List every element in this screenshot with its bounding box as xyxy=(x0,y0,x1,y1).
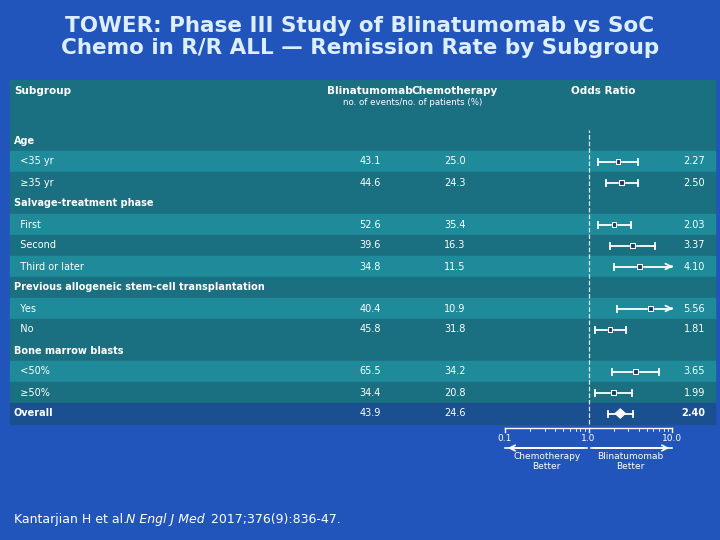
Bar xyxy=(616,159,621,164)
Text: 2.03: 2.03 xyxy=(683,219,705,230)
Text: 3.65: 3.65 xyxy=(683,367,705,376)
Text: 10.0: 10.0 xyxy=(662,434,682,443)
Text: 2.40: 2.40 xyxy=(681,408,705,418)
Text: N Engl J Med: N Engl J Med xyxy=(126,513,204,526)
Bar xyxy=(10,277,715,298)
Bar xyxy=(608,327,612,332)
Bar xyxy=(637,264,642,269)
Bar xyxy=(10,319,715,340)
Text: Chemotherapy
Better: Chemotherapy Better xyxy=(513,452,580,471)
Text: <50%: <50% xyxy=(14,367,50,376)
Text: 2017;376(9):836-47.: 2017;376(9):836-47. xyxy=(207,513,341,526)
Bar xyxy=(10,214,715,235)
Text: 0.1: 0.1 xyxy=(498,434,512,443)
Text: 11.5: 11.5 xyxy=(444,261,466,272)
Text: 16.3: 16.3 xyxy=(444,240,466,251)
Bar xyxy=(612,222,616,227)
Text: 45.8: 45.8 xyxy=(359,325,381,334)
Bar xyxy=(10,172,715,193)
Text: Salvage-treatment phase: Salvage-treatment phase xyxy=(14,199,153,208)
Bar xyxy=(10,361,715,382)
Bar xyxy=(649,306,653,310)
Bar xyxy=(10,151,715,172)
Bar xyxy=(10,80,715,130)
Bar xyxy=(10,298,715,319)
Text: Previous allogeneic stem-cell transplantation: Previous allogeneic stem-cell transplant… xyxy=(14,282,265,293)
Bar xyxy=(619,180,624,185)
Polygon shape xyxy=(616,409,625,418)
Text: 1.99: 1.99 xyxy=(683,388,705,397)
Bar xyxy=(10,340,715,361)
Bar xyxy=(608,327,612,332)
Text: 1.81: 1.81 xyxy=(683,325,705,334)
Text: First: First xyxy=(14,219,41,230)
Bar xyxy=(10,256,715,277)
Text: ≥50%: ≥50% xyxy=(14,388,50,397)
Text: Third or later: Third or later xyxy=(14,261,84,272)
Bar xyxy=(10,382,715,403)
Text: Kantarjian H et al.: Kantarjian H et al. xyxy=(14,513,131,526)
Bar xyxy=(630,243,635,248)
Bar xyxy=(616,159,621,164)
Text: 2.50: 2.50 xyxy=(683,178,705,187)
Bar xyxy=(612,222,616,227)
Text: <35 yr: <35 yr xyxy=(14,157,53,166)
Bar xyxy=(10,193,715,214)
Bar xyxy=(637,264,642,269)
Text: 31.8: 31.8 xyxy=(444,325,466,334)
Text: 3.37: 3.37 xyxy=(683,240,705,251)
Text: Subgroup: Subgroup xyxy=(14,86,71,96)
Text: 24.3: 24.3 xyxy=(444,178,466,187)
Text: Overall: Overall xyxy=(14,408,53,418)
Text: Blinatumomab: Blinatumomab xyxy=(327,86,413,96)
Text: Chemotherapy: Chemotherapy xyxy=(412,86,498,96)
Text: TOWER: Phase III Study of Blinatumomab vs SoC: TOWER: Phase III Study of Blinatumomab v… xyxy=(66,16,654,36)
Text: 34.2: 34.2 xyxy=(444,367,466,376)
Text: Yes: Yes xyxy=(14,303,36,314)
Bar xyxy=(611,390,616,395)
Text: 39.6: 39.6 xyxy=(359,240,381,251)
Text: 44.6: 44.6 xyxy=(359,178,381,187)
Text: 34.8: 34.8 xyxy=(359,261,381,272)
Text: ≥35 yr: ≥35 yr xyxy=(14,178,53,187)
Text: no. of events/no. of patients (%): no. of events/no. of patients (%) xyxy=(343,98,482,107)
Text: 20.8: 20.8 xyxy=(444,388,466,397)
Text: 25.0: 25.0 xyxy=(444,157,466,166)
Text: No: No xyxy=(14,325,34,334)
Text: 5.56: 5.56 xyxy=(683,303,705,314)
Bar xyxy=(633,369,638,374)
Bar xyxy=(649,306,653,310)
Text: 10.9: 10.9 xyxy=(444,303,466,314)
Text: 40.4: 40.4 xyxy=(359,303,381,314)
Bar xyxy=(633,369,638,374)
Bar xyxy=(630,243,635,248)
Bar xyxy=(10,403,715,424)
Text: Second: Second xyxy=(14,240,56,251)
Text: 65.5: 65.5 xyxy=(359,367,381,376)
Text: Chemo in R/R ALL — Remission Rate by Subgroup: Chemo in R/R ALL — Remission Rate by Sub… xyxy=(61,38,659,58)
Text: 24.6: 24.6 xyxy=(444,408,466,418)
Text: 52.6: 52.6 xyxy=(359,219,381,230)
Text: Bone marrow blasts: Bone marrow blasts xyxy=(14,346,124,355)
Text: 43.9: 43.9 xyxy=(359,408,381,418)
Text: 4.10: 4.10 xyxy=(683,261,705,272)
Text: Odds Ratio: Odds Ratio xyxy=(571,86,636,96)
Text: 43.1: 43.1 xyxy=(359,157,381,166)
Bar xyxy=(10,235,715,256)
Bar xyxy=(619,180,624,185)
Text: 1.0: 1.0 xyxy=(581,434,595,443)
Text: Age: Age xyxy=(14,136,35,145)
Bar xyxy=(10,130,715,151)
Text: 34.4: 34.4 xyxy=(359,388,381,397)
Text: 35.4: 35.4 xyxy=(444,219,466,230)
Bar xyxy=(611,390,616,395)
Text: Blinatumomab
Better: Blinatumomab Better xyxy=(597,452,663,471)
Text: 2.27: 2.27 xyxy=(683,157,705,166)
